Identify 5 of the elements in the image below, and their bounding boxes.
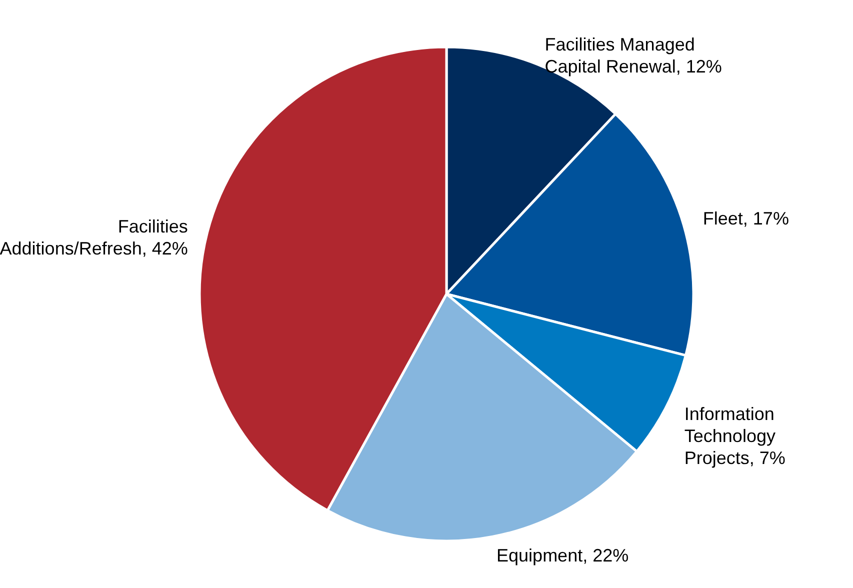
slice-label: Equipment, 22% <box>496 545 629 566</box>
slice-label: Information Technology Projects, 7% <box>684 404 786 468</box>
slice-label: Facilities Managed Capital Renewal, 12% <box>544 34 722 77</box>
slice-label: Fleet, 17% <box>702 208 789 229</box>
slice-label: Facilities Additions/Refresh, 42% <box>0 216 188 259</box>
